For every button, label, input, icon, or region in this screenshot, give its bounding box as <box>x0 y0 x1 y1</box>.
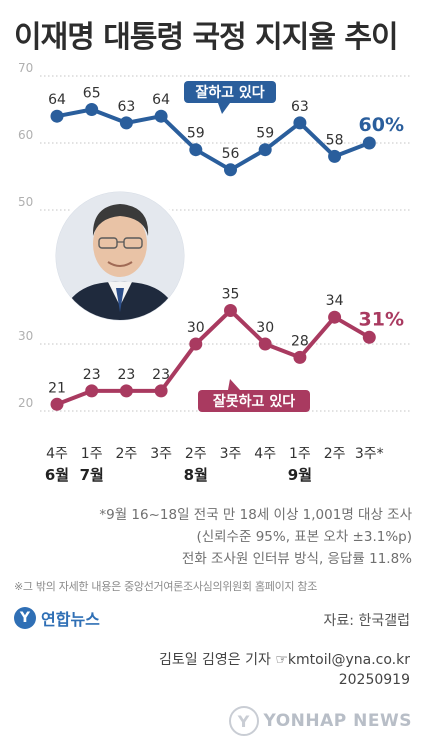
data-label: 64 <box>152 92 170 108</box>
x-axis-labels: 4주 6월 1주 7월 2주 3주 2주 8월 3주 4주 1주 9월 2주 3주* <box>45 446 384 484</box>
data-label: 60% <box>359 114 404 136</box>
y-tick-label: 50 <box>18 195 33 209</box>
data-label: 64 <box>48 92 66 108</box>
data-label: 30 <box>187 320 205 336</box>
data-label: 28 <box>291 333 309 349</box>
data-point <box>50 109 64 123</box>
data-label: 59 <box>187 126 205 142</box>
survey-notes: *9월 16~18일 전국 만 18세 이상 1,001명 대상 조사 (신뢰수… <box>99 504 412 570</box>
data-label: 35 <box>222 287 240 303</box>
x-week-label: 3주 <box>150 446 172 462</box>
data-label: 31% <box>359 308 404 330</box>
approval-line-chart: 20 30 50 60 70 64 65 63 64 59 56 59 63 58 60% 21 23 23 23… <box>18 61 412 484</box>
series-lines <box>56 107 371 407</box>
yonhap-watermark: Y YONHAP NEWS <box>228 706 412 736</box>
x-month-label: 7월 <box>80 466 104 484</box>
data-label: 63 <box>117 99 135 115</box>
data-label: 21 <box>48 380 66 396</box>
data-label: 23 <box>152 367 170 383</box>
data-point <box>362 136 376 150</box>
x-week-label: 3주* <box>355 446 384 462</box>
portrait-face <box>93 211 147 277</box>
x-month-label: 8월 <box>184 466 208 484</box>
page-title: 이재명 대통령 국정 지지율 추이 <box>14 20 399 55</box>
data-label: 59 <box>256 126 274 142</box>
data-point <box>85 103 99 116</box>
watermark-text: YONHAP NEWS <box>263 711 412 731</box>
y-tick-label: 30 <box>18 329 33 343</box>
y-tick-label: 20 <box>18 396 33 410</box>
x-week-label: 2주 <box>324 446 346 462</box>
credit-date: 20250919 <box>338 672 410 688</box>
x-week-label: 2주 <box>185 446 207 462</box>
data-label: 58 <box>326 132 344 148</box>
series-line-1 <box>56 308 371 407</box>
data-point <box>224 304 237 317</box>
data-point <box>85 384 99 398</box>
data-label: 23 <box>83 367 101 383</box>
y-tick-label: 70 <box>18 61 33 75</box>
x-week-label: 1주 <box>81 446 103 462</box>
data-point <box>154 384 168 398</box>
legend-bubble-tail <box>228 379 240 390</box>
survey-note-1: *9월 16~18일 전국 만 18세 이상 1,001명 대상 조사 <box>99 507 412 523</box>
data-label: 34 <box>326 293 344 309</box>
president-portrait <box>52 188 188 324</box>
data-point <box>50 397 64 411</box>
yonhap-logo-icon: Y <box>14 607 36 629</box>
series-points <box>50 103 376 411</box>
data-label: 56 <box>222 146 240 162</box>
data-point <box>119 116 133 130</box>
survey-note-2: (신뢰수준 95%, 표본 오차 ±3.1%p) <box>196 529 412 545</box>
x-month-label: 6월 <box>45 466 69 484</box>
legend-bubble-1 <box>198 390 310 412</box>
x-week-label: 3주 <box>220 446 242 462</box>
data-point <box>189 143 203 157</box>
yonhap-logo: Y 연합뉴스 <box>14 606 100 630</box>
y-tick-label: 60 <box>18 128 33 142</box>
credit-reporters: 김토일 김영은 기자 ☞kmtoil@yna.co.kr <box>158 652 410 668</box>
portrait-hair <box>92 204 149 236</box>
survey-note-3: 전화 조사원 인터뷰 방식, 응답률 11.8% <box>181 551 412 567</box>
y-axis-ticks: 20 30 50 60 70 <box>18 61 33 410</box>
series-line-0 <box>56 107 371 172</box>
data-point <box>293 350 307 364</box>
data-point <box>258 143 272 157</box>
x-week-label: 4주 <box>254 446 276 462</box>
data-label: 65 <box>83 86 101 102</box>
data-source: 자료: 한국갤럽 <box>323 613 410 629</box>
data-point <box>154 109 168 123</box>
legend-bubble-tail <box>218 103 230 114</box>
data-point <box>189 337 203 351</box>
data-point <box>224 163 237 177</box>
data-point <box>328 149 342 163</box>
x-week-label: 1주 <box>289 446 311 462</box>
data-label: 63 <box>291 99 309 115</box>
legend-bubble-0 <box>184 81 276 103</box>
data-point <box>362 330 376 344</box>
x-month-label: 9월 <box>288 466 312 484</box>
data-label: 30 <box>256 320 274 336</box>
data-label: 23 <box>117 367 135 383</box>
yonhap-logo-text: 연합뉴스 <box>41 610 100 629</box>
credit: 김토일 김영은 기자 ☞kmtoil@yna.co.kr 20250919 <box>159 650 410 690</box>
x-week-label: 4주 <box>46 446 68 462</box>
data-point <box>293 116 307 130</box>
yonhap-watermark-icon: Y <box>228 706 259 736</box>
data-point <box>258 337 272 351</box>
legend-label: 잘하고 있다 <box>195 84 264 101</box>
legend-label: 잘못하고 있다 <box>213 393 295 410</box>
nec-reference-note: ※그 밖의 자세한 내용은 중앙선거여론조사심의위원회 홈페이지 참조 <box>14 580 318 593</box>
data-labels: 64 65 63 64 59 56 59 63 58 60% 21 23 23 23 30 35 30 28 34 3… <box>48 86 404 397</box>
data-point <box>328 310 342 324</box>
data-point <box>119 384 133 398</box>
x-week-label: 2주 <box>116 446 138 462</box>
